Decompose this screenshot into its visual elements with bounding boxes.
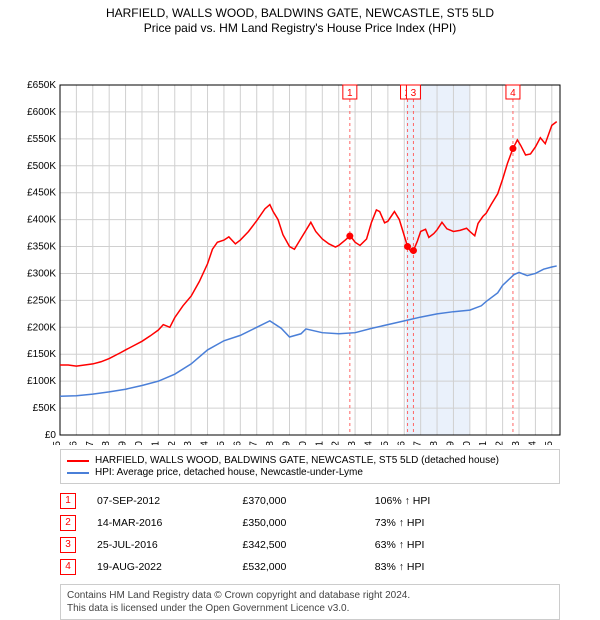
chart-container: HARFIELD, WALLS WOOD, BALDWINS GATE, NEW…: [0, 0, 600, 620]
event-date: 14-MAR-2016: [97, 512, 243, 534]
y-tick-label: £450K: [27, 188, 56, 199]
y-tick-label: £50K: [33, 403, 57, 414]
event-marker-label: 3: [411, 88, 417, 99]
footer-line2: This data is licensed under the Open Gov…: [67, 602, 553, 615]
y-tick-label: £250K: [27, 295, 56, 306]
event-price: £370,000: [243, 490, 375, 512]
event-date: 25-JUL-2016: [97, 534, 243, 556]
x-tick-label: 2024: [527, 441, 538, 445]
event-number-marker: 1: [60, 493, 76, 509]
x-tick-label: 2011: [314, 441, 325, 445]
x-tick-label: 2004: [200, 441, 211, 445]
x-tick-label: 2000: [134, 441, 145, 445]
x-tick-label: 2010: [298, 441, 309, 445]
event-row: 2 14-MAR-2016£350,00073% ↑ HPI: [60, 512, 560, 534]
y-tick-label: £400K: [27, 215, 56, 226]
legend-swatch: [67, 472, 89, 474]
event-marker-label: 4: [510, 88, 516, 99]
event-price: £350,000: [243, 512, 375, 534]
x-tick-label: 1998: [101, 441, 112, 445]
event-pct: 83% ↑ HPI: [375, 556, 560, 578]
y-tick-label: £300K: [27, 268, 56, 279]
x-tick-label: 2018: [429, 441, 440, 445]
title-line2: Price paid vs. HM Land Registry's House …: [0, 21, 600, 35]
x-tick-label: 2015: [380, 441, 391, 445]
event-number-marker: 3: [60, 537, 76, 553]
y-tick-label: £350K: [27, 242, 56, 253]
x-tick-label: 2008: [265, 441, 276, 445]
footer-line1: Contains HM Land Registry data © Crown c…: [67, 589, 553, 602]
x-tick-label: 2021: [478, 441, 489, 445]
x-tick-label: 2020: [462, 441, 473, 445]
x-tick-label: 2005: [216, 441, 227, 445]
event-price: £342,500: [243, 534, 375, 556]
event-date: 19-AUG-2022: [97, 556, 243, 578]
y-tick-label: £200K: [27, 322, 56, 333]
x-tick-label: 2003: [183, 441, 194, 445]
event-row: 1 07-SEP-2012£370,000106% ↑ HPI: [60, 490, 560, 512]
x-tick-label: 2025: [544, 441, 555, 445]
y-tick-label: £0: [45, 430, 57, 441]
event-pct: 63% ↑ HPI: [375, 534, 560, 556]
x-tick-label: 1996: [68, 441, 79, 445]
legend-item: HPI: Average price, detached house, Newc…: [67, 467, 553, 478]
event-pct: 106% ↑ HPI: [375, 490, 560, 512]
x-tick-label: 2014: [363, 441, 374, 445]
legend-item: HARFIELD, WALLS WOOD, BALDWINS GATE, NEW…: [67, 455, 553, 466]
y-tick-label: £150K: [27, 349, 56, 360]
legend-swatch: [67, 460, 89, 462]
event-number-marker: 4: [60, 559, 76, 575]
x-tick-label: 2009: [282, 441, 293, 445]
x-tick-label: 2019: [445, 441, 456, 445]
y-tick-label: £100K: [27, 376, 56, 387]
event-pct: 73% ↑ HPI: [375, 512, 560, 534]
x-tick-label: 2007: [249, 441, 260, 445]
x-tick-label: 2002: [167, 441, 178, 445]
x-tick-label: 2023: [511, 441, 522, 445]
x-tick-label: 2012: [331, 441, 342, 445]
title-line1: HARFIELD, WALLS WOOD, BALDWINS GATE, NEW…: [0, 6, 600, 20]
event-row: 4 19-AUG-2022£532,00083% ↑ HPI: [60, 556, 560, 578]
x-tick-label: 2013: [347, 441, 358, 445]
x-tick-label: 1995: [52, 441, 63, 445]
x-tick-label: 1999: [118, 441, 129, 445]
x-tick-label: 2017: [413, 441, 424, 445]
events-table: 1 07-SEP-2012£370,000106% ↑ HPI 2 14-MAR-20…: [60, 490, 560, 578]
x-tick-label: 2016: [396, 441, 407, 445]
footer-licence: Contains HM Land Registry data © Crown c…: [60, 584, 560, 620]
event-price: £532,000: [243, 556, 375, 578]
y-tick-label: £500K: [27, 161, 56, 172]
line-chart: £0 £50K £100K £150K £200K £250K £300K £350K £400…: [0, 35, 600, 445]
legend-label: HPI: Average price, detached house, Newc…: [95, 467, 363, 478]
legend-label: HARFIELD, WALLS WOOD, BALDWINS GATE, NEW…: [95, 455, 499, 466]
x-tick-label: 1997: [85, 441, 96, 445]
event-row: 3 25-JUL-2016£342,50063% ↑ HPI: [60, 534, 560, 556]
y-tick-label: £550K: [27, 134, 56, 145]
x-tick-label: 2001: [150, 441, 161, 445]
y-tick-label: £600K: [27, 107, 56, 118]
y-tick-label: £650K: [27, 80, 56, 91]
event-marker-label: 1: [347, 88, 353, 99]
event-number-marker: 2: [60, 515, 76, 531]
chart-titles: HARFIELD, WALLS WOOD, BALDWINS GATE, NEW…: [0, 0, 600, 35]
x-tick-label: 2022: [495, 441, 506, 445]
legend: HARFIELD, WALLS WOOD, BALDWINS GATE, NEW…: [60, 449, 560, 484]
x-tick-label: 2006: [232, 441, 243, 445]
event-date: 07-SEP-2012: [97, 490, 243, 512]
